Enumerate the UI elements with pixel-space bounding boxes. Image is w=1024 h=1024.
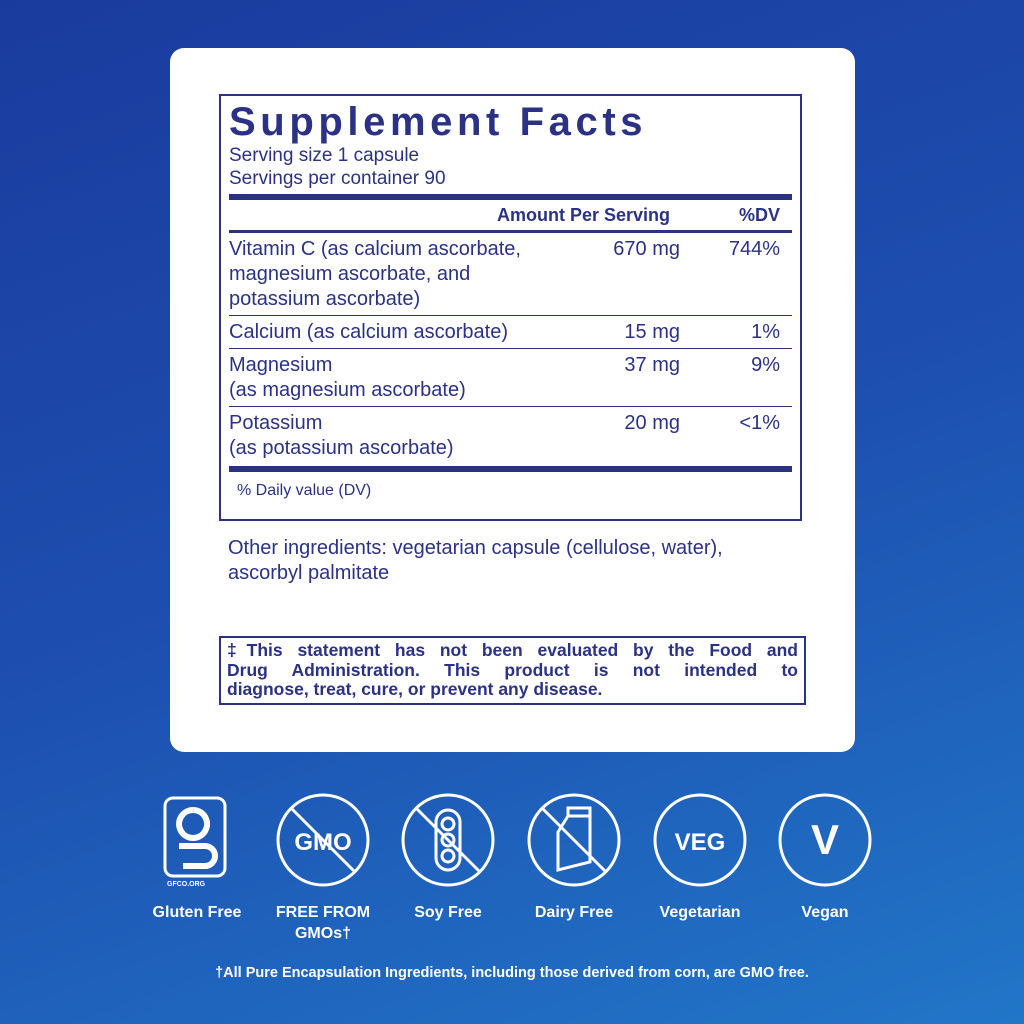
daily-value: 744% [728,238,780,260]
servings: Servings per container 90 [229,168,446,189]
facts-title: Supplement Facts [229,100,648,144]
badge-label: Gluten Free [117,902,277,923]
daily-value: <1% [739,412,780,434]
name-line: magnesium ascorbate, and [229,263,471,285]
badge-icon-text: GFCO.ORG [167,881,206,888]
soy-bean [440,832,456,848]
rule [229,194,792,200]
badge-circle [653,793,747,887]
badge-circle [276,793,370,887]
nutrient-name: Potassium (as potassium ascorbate) [229,411,560,461]
badge-label-line: FREE FROM [275,904,371,921]
daily-value: 1% [751,321,780,343]
label-card: Supplement Facts Serving size 1 capsule … [170,48,855,752]
badge-label: Vegan [745,902,905,923]
serving-size: Serving size 1 capsule [229,145,420,166]
badge-circle [527,793,621,887]
milk-carton [556,806,592,872]
soy-pod [434,808,462,872]
badge-label: Dairy Free [494,902,654,923]
supplement-facts: Supplement Facts Serving size 1 capsule … [219,94,802,521]
footer-note: †All Pure Encapsulation Ingredients, inc… [215,965,809,981]
badge-label-line: Vegan [801,904,849,921]
badge-label-line: GMOs† [294,925,351,942]
nutrient-name: Vitamin C (as calcium ascorbate, magnesiu… [229,237,560,312]
badge-label-line: Vegetarian [659,904,741,921]
strike [540,806,608,874]
amount: 37 mg [624,354,680,376]
disclaimer: ‡This statement has not been evaluated b… [219,636,806,705]
ingredient-line: ascorbyl palmitate [228,562,390,584]
disclaimer-line: diagnose, treat, cure, or prevent any di… [227,679,603,699]
name-line: Magnesium [229,354,333,376]
name-line: Potassium [229,412,323,434]
gf-logo [163,796,227,878]
badge-circle [401,793,495,887]
badge-label-line: Dairy Free [534,904,614,921]
nutrient-row: Vitamin C (as calcium ascorbate, magnesiu… [229,233,792,316]
nutrient-name: Magnesium (as magnesium ascorbate) [229,353,560,403]
nutrient-row: Potassium (as potassium ascorbate) 20 mg <1… [229,407,792,464]
name-line: Calcium (as calcium ascorbate) [229,321,508,343]
strike [289,806,357,874]
rows: Vitamin C (as calcium ascorbate, magnesiu… [229,233,792,464]
amount-header: Amount Per Serving [496,204,670,225]
gf-logo [176,807,218,869]
badge-label: FREE FROM GMOs† [243,902,403,944]
header-row: Amount Per Serving %DV [229,200,792,233]
daily-value: 9% [751,354,780,376]
badge-icon-text: V [811,816,839,863]
badge-label-line: Gluten Free [152,904,242,921]
name-line: potassium ascorbate) [229,288,421,310]
ingredient-line: Other ingredients: vegetarian capsule (c… [228,537,723,559]
disclaimer-line: ‡This statement has not been evaluated b… [227,640,798,660]
dv-header: %DV [738,204,780,225]
soy-bean [440,848,456,864]
footnote: % Daily value (DV) [237,482,372,499]
badge-icons: GFCO.ORG GMO VEG V [163,793,872,888]
badge-label: Soy Free [368,902,528,923]
other-ingredients: Other ingredients: vegetarian capsule (c… [228,536,723,586]
name-line: (as magnesium ascorbate) [229,379,466,401]
amount: 20 mg [624,412,680,434]
nutrient-row: Magnesium (as magnesium ascorbate) 37 mg 9% [229,349,792,407]
amount: 670 mg [613,238,680,260]
badge-label-line: Soy Free [414,904,482,921]
name-line: (as potassium ascorbate) [229,437,454,459]
strike [414,806,482,874]
soy-bean [440,816,456,832]
disclaimer-line: Drug Administration. This product is not… [227,659,798,680]
amount: 15 mg [624,321,680,343]
nutrient-row: Calcium (as calcium ascorbate) 15 mg 1% [229,316,792,349]
nutrient-name: Calcium (as calcium ascorbate) [229,320,560,345]
badge-icon-text: VEG [675,829,726,856]
rule [229,466,792,472]
badge-icon-text: GMO [294,829,351,856]
badge-label: Vegetarian [620,902,780,923]
name-line: Vitamin C (as calcium ascorbate, [229,238,521,260]
badge-circle [778,793,872,887]
